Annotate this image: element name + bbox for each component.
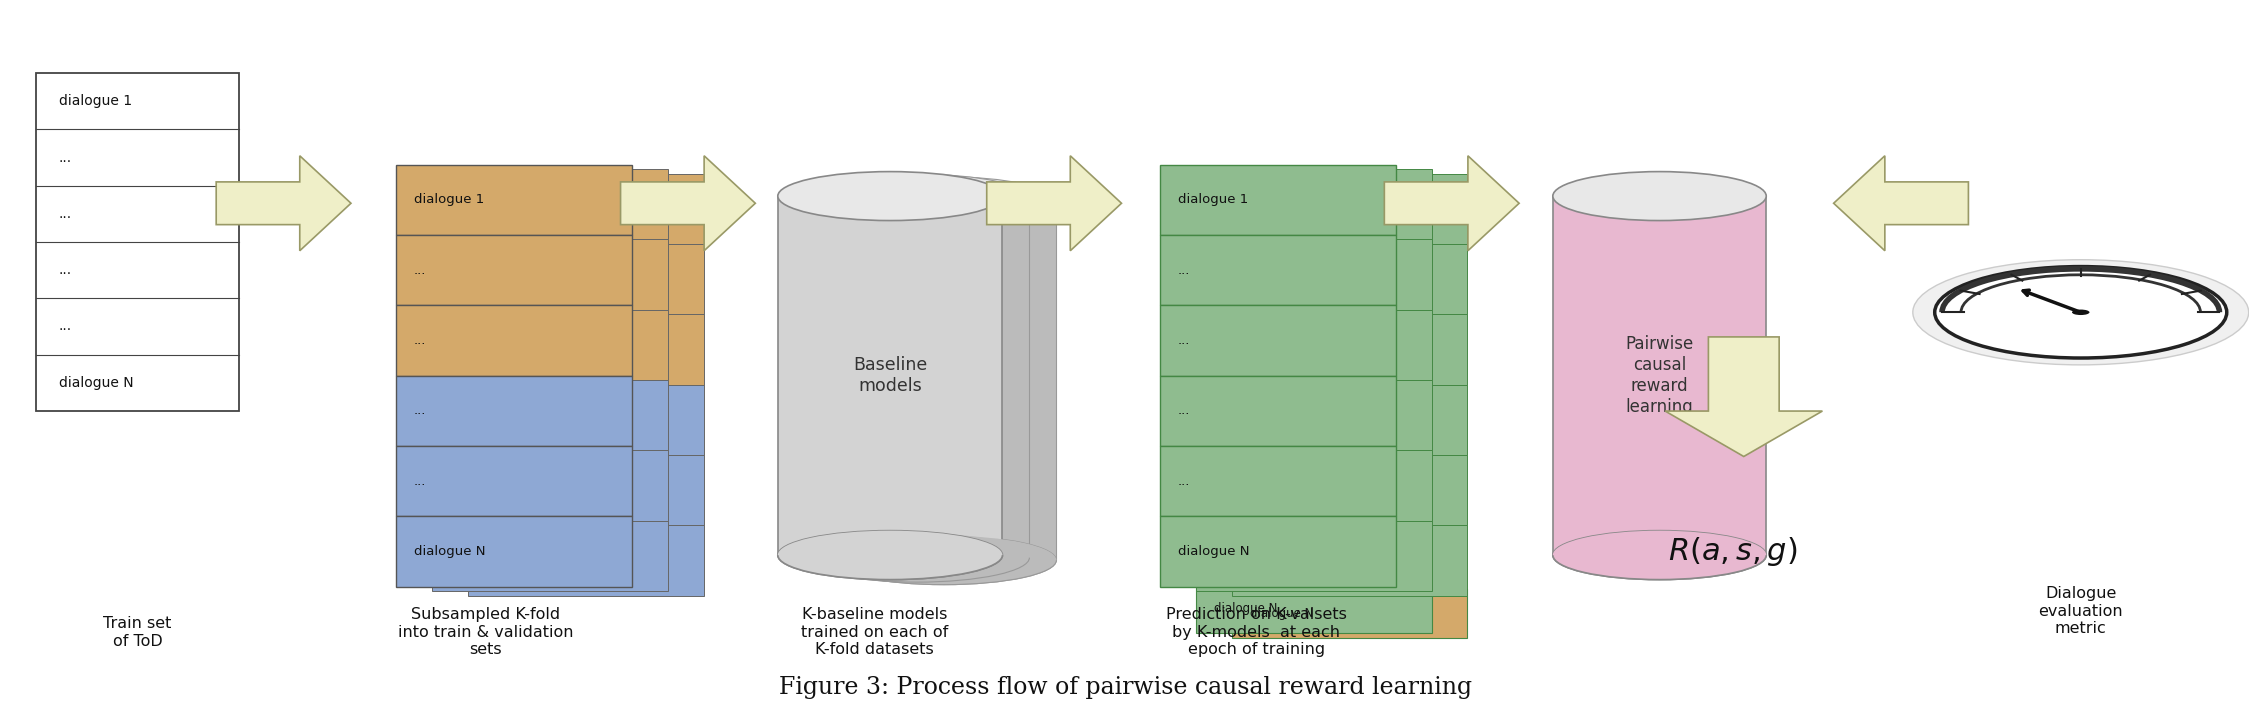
Text: ...: ... xyxy=(59,150,72,164)
Bar xyxy=(1232,314,1468,384)
Circle shape xyxy=(1912,259,2250,365)
Text: Train set
of ToD: Train set of ToD xyxy=(104,616,171,649)
Ellipse shape xyxy=(831,536,1056,585)
Text: ...: ... xyxy=(1178,264,1189,277)
Bar xyxy=(396,376,633,446)
Ellipse shape xyxy=(1554,530,1766,579)
Ellipse shape xyxy=(1554,172,1766,220)
Bar xyxy=(1232,244,1468,314)
Bar xyxy=(1232,588,1468,638)
Bar xyxy=(396,446,633,516)
Text: ...: ... xyxy=(414,264,426,277)
Bar xyxy=(468,244,703,314)
Text: ...: ... xyxy=(1178,404,1189,418)
Text: dialogue 1: dialogue 1 xyxy=(414,194,484,206)
Bar xyxy=(396,306,633,376)
Text: Baseline
models: Baseline models xyxy=(854,356,928,395)
Bar xyxy=(36,73,239,411)
Bar xyxy=(432,380,669,450)
Text: dialogue N: dialogue N xyxy=(1250,607,1313,620)
Ellipse shape xyxy=(1554,530,1766,579)
Bar xyxy=(396,235,633,306)
Ellipse shape xyxy=(831,536,1056,585)
Text: ...: ... xyxy=(59,207,72,220)
Bar xyxy=(432,310,669,380)
Bar xyxy=(1160,446,1396,516)
FancyArrow shape xyxy=(216,156,351,251)
Bar xyxy=(1232,525,1468,596)
Text: dialogue 1: dialogue 1 xyxy=(59,94,133,108)
Bar xyxy=(831,201,1056,560)
Ellipse shape xyxy=(804,533,1029,582)
Bar xyxy=(468,314,703,384)
Bar xyxy=(1232,455,1468,525)
Text: ...: ... xyxy=(1178,334,1189,347)
Bar xyxy=(468,525,703,596)
Bar xyxy=(777,196,1002,555)
Text: Prediction on K-valsets
by K-models  at each
epoch of training: Prediction on K-valsets by K-models at e… xyxy=(1167,608,1347,657)
Text: Figure 3: Process flow of pairwise causal reward learning: Figure 3: Process flow of pairwise causa… xyxy=(779,676,1473,699)
FancyArrow shape xyxy=(1833,156,1968,251)
Bar xyxy=(432,450,669,521)
Bar xyxy=(1160,306,1396,376)
Text: ...: ... xyxy=(1178,474,1189,488)
Bar xyxy=(432,240,669,310)
Text: ...: ... xyxy=(414,404,426,418)
Ellipse shape xyxy=(777,530,1002,579)
FancyArrow shape xyxy=(986,156,1121,251)
Ellipse shape xyxy=(777,530,1002,579)
Ellipse shape xyxy=(804,533,1029,582)
Bar xyxy=(1160,235,1396,306)
Bar xyxy=(1196,584,1432,633)
Text: K-baseline models
trained on each of
K-fold datasets: K-baseline models trained on each of K-f… xyxy=(802,608,948,657)
Bar xyxy=(1160,516,1396,586)
Bar xyxy=(1232,174,1468,244)
Bar xyxy=(396,516,633,586)
Bar xyxy=(468,384,703,455)
Bar xyxy=(1232,384,1468,455)
Text: $\mathbf{\mathit{R(a,s,g)}}$: $\mathbf{\mathit{R(a,s,g)}}$ xyxy=(1669,535,1797,568)
Bar xyxy=(1196,380,1432,450)
Text: dialogue 1: dialogue 1 xyxy=(1178,194,1248,206)
Text: dialogue N: dialogue N xyxy=(1214,602,1277,615)
Bar xyxy=(468,455,703,525)
Bar xyxy=(468,174,703,244)
Text: Dialogue
evaluation
metric: Dialogue evaluation metric xyxy=(2038,586,2124,636)
FancyArrow shape xyxy=(1385,156,1520,251)
Bar xyxy=(1196,521,1432,591)
FancyArrow shape xyxy=(622,156,754,251)
Text: dialogue N: dialogue N xyxy=(59,376,133,390)
Bar xyxy=(1196,240,1432,310)
Text: dialogue N: dialogue N xyxy=(414,545,486,558)
Bar xyxy=(1160,376,1396,446)
Bar xyxy=(432,169,669,240)
FancyArrow shape xyxy=(1664,337,1822,457)
Text: ...: ... xyxy=(414,474,426,488)
Text: ...: ... xyxy=(414,334,426,347)
Circle shape xyxy=(1934,267,2227,358)
Text: Pairwise
causal
reward
learning: Pairwise causal reward learning xyxy=(1626,335,1694,415)
Bar xyxy=(804,199,1029,558)
Ellipse shape xyxy=(777,172,1002,220)
Bar xyxy=(432,521,669,591)
Bar xyxy=(1554,196,1766,555)
Circle shape xyxy=(2072,310,2090,315)
Text: Subsampled K-fold
into train & validation
sets: Subsampled K-fold into train & validatio… xyxy=(399,608,574,657)
Ellipse shape xyxy=(831,177,1056,225)
Bar xyxy=(1160,164,1396,235)
Text: ...: ... xyxy=(59,319,72,333)
Bar xyxy=(1196,310,1432,380)
Bar xyxy=(396,164,633,235)
Bar xyxy=(1196,450,1432,521)
Bar xyxy=(1196,169,1432,240)
Text: dialogue N: dialogue N xyxy=(1178,545,1250,558)
Text: ...: ... xyxy=(59,263,72,277)
Ellipse shape xyxy=(804,174,1029,223)
